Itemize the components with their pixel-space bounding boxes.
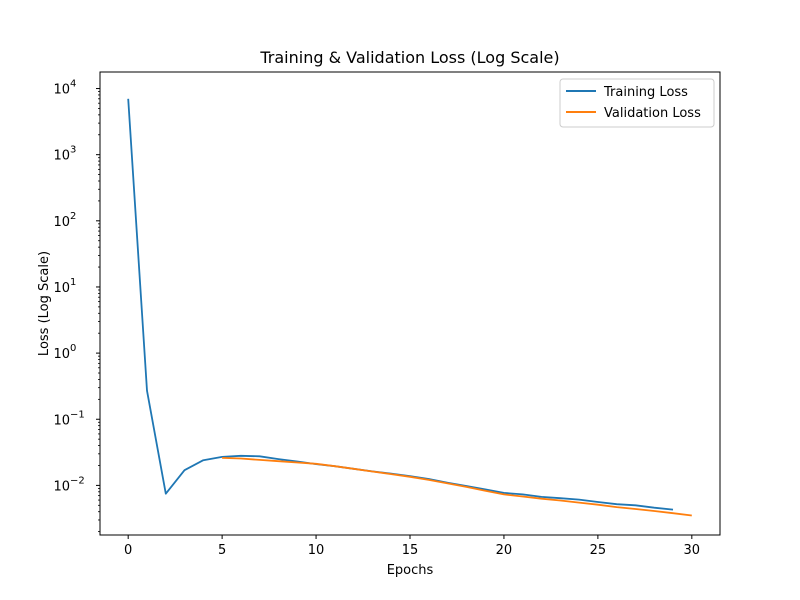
y-tick-exponent: 1: [70, 277, 76, 288]
y-tick-label: 10: [53, 215, 70, 230]
y-tick-label: 10: [53, 479, 70, 494]
x-tick-label: 15: [402, 543, 419, 558]
y-tick-exponent: 4: [70, 79, 76, 90]
series-line-validation-loss: [222, 457, 692, 517]
y-tick-exponent: 3: [70, 145, 76, 156]
y-tick-exponent: −1: [70, 409, 85, 420]
y-tick-label: 10: [53, 149, 70, 164]
x-tick-label: 20: [496, 543, 513, 558]
chart-title: Training & Validation Loss (Log Scale): [259, 48, 559, 67]
series-group: [127, 98, 692, 517]
x-tick-label: 0: [124, 543, 132, 558]
y-tick-label: 10: [53, 347, 70, 362]
legend: Training Loss Validation Loss: [559, 78, 715, 128]
y-tick-label: 10: [53, 281, 70, 296]
x-tick-label: 10: [308, 543, 325, 558]
x-tick-label: 30: [684, 543, 701, 558]
x-tick-label: 25: [590, 543, 607, 558]
x-tick-label: 5: [218, 543, 226, 558]
x-axis-ticks: 0 5 10 15 20 25 30: [124, 535, 700, 558]
y-tick-exponent: 0: [70, 343, 76, 354]
x-axis-label: Epochs: [387, 563, 434, 578]
legend-label-training-loss: Training Loss: [603, 85, 688, 100]
y-axis-label: Loss (Log Scale): [37, 251, 52, 356]
plot-frame: [99, 71, 721, 536]
y-tick-exponent: −2: [70, 475, 85, 486]
legend-label-validation-loss: Validation Loss: [604, 106, 701, 121]
y-tick-exponent: 2: [70, 211, 76, 222]
y-tick-label: 10: [53, 413, 70, 428]
legend-box: [559, 78, 715, 128]
y-tick-label: 10: [53, 83, 70, 98]
series-line-training-loss: [127, 98, 674, 511]
